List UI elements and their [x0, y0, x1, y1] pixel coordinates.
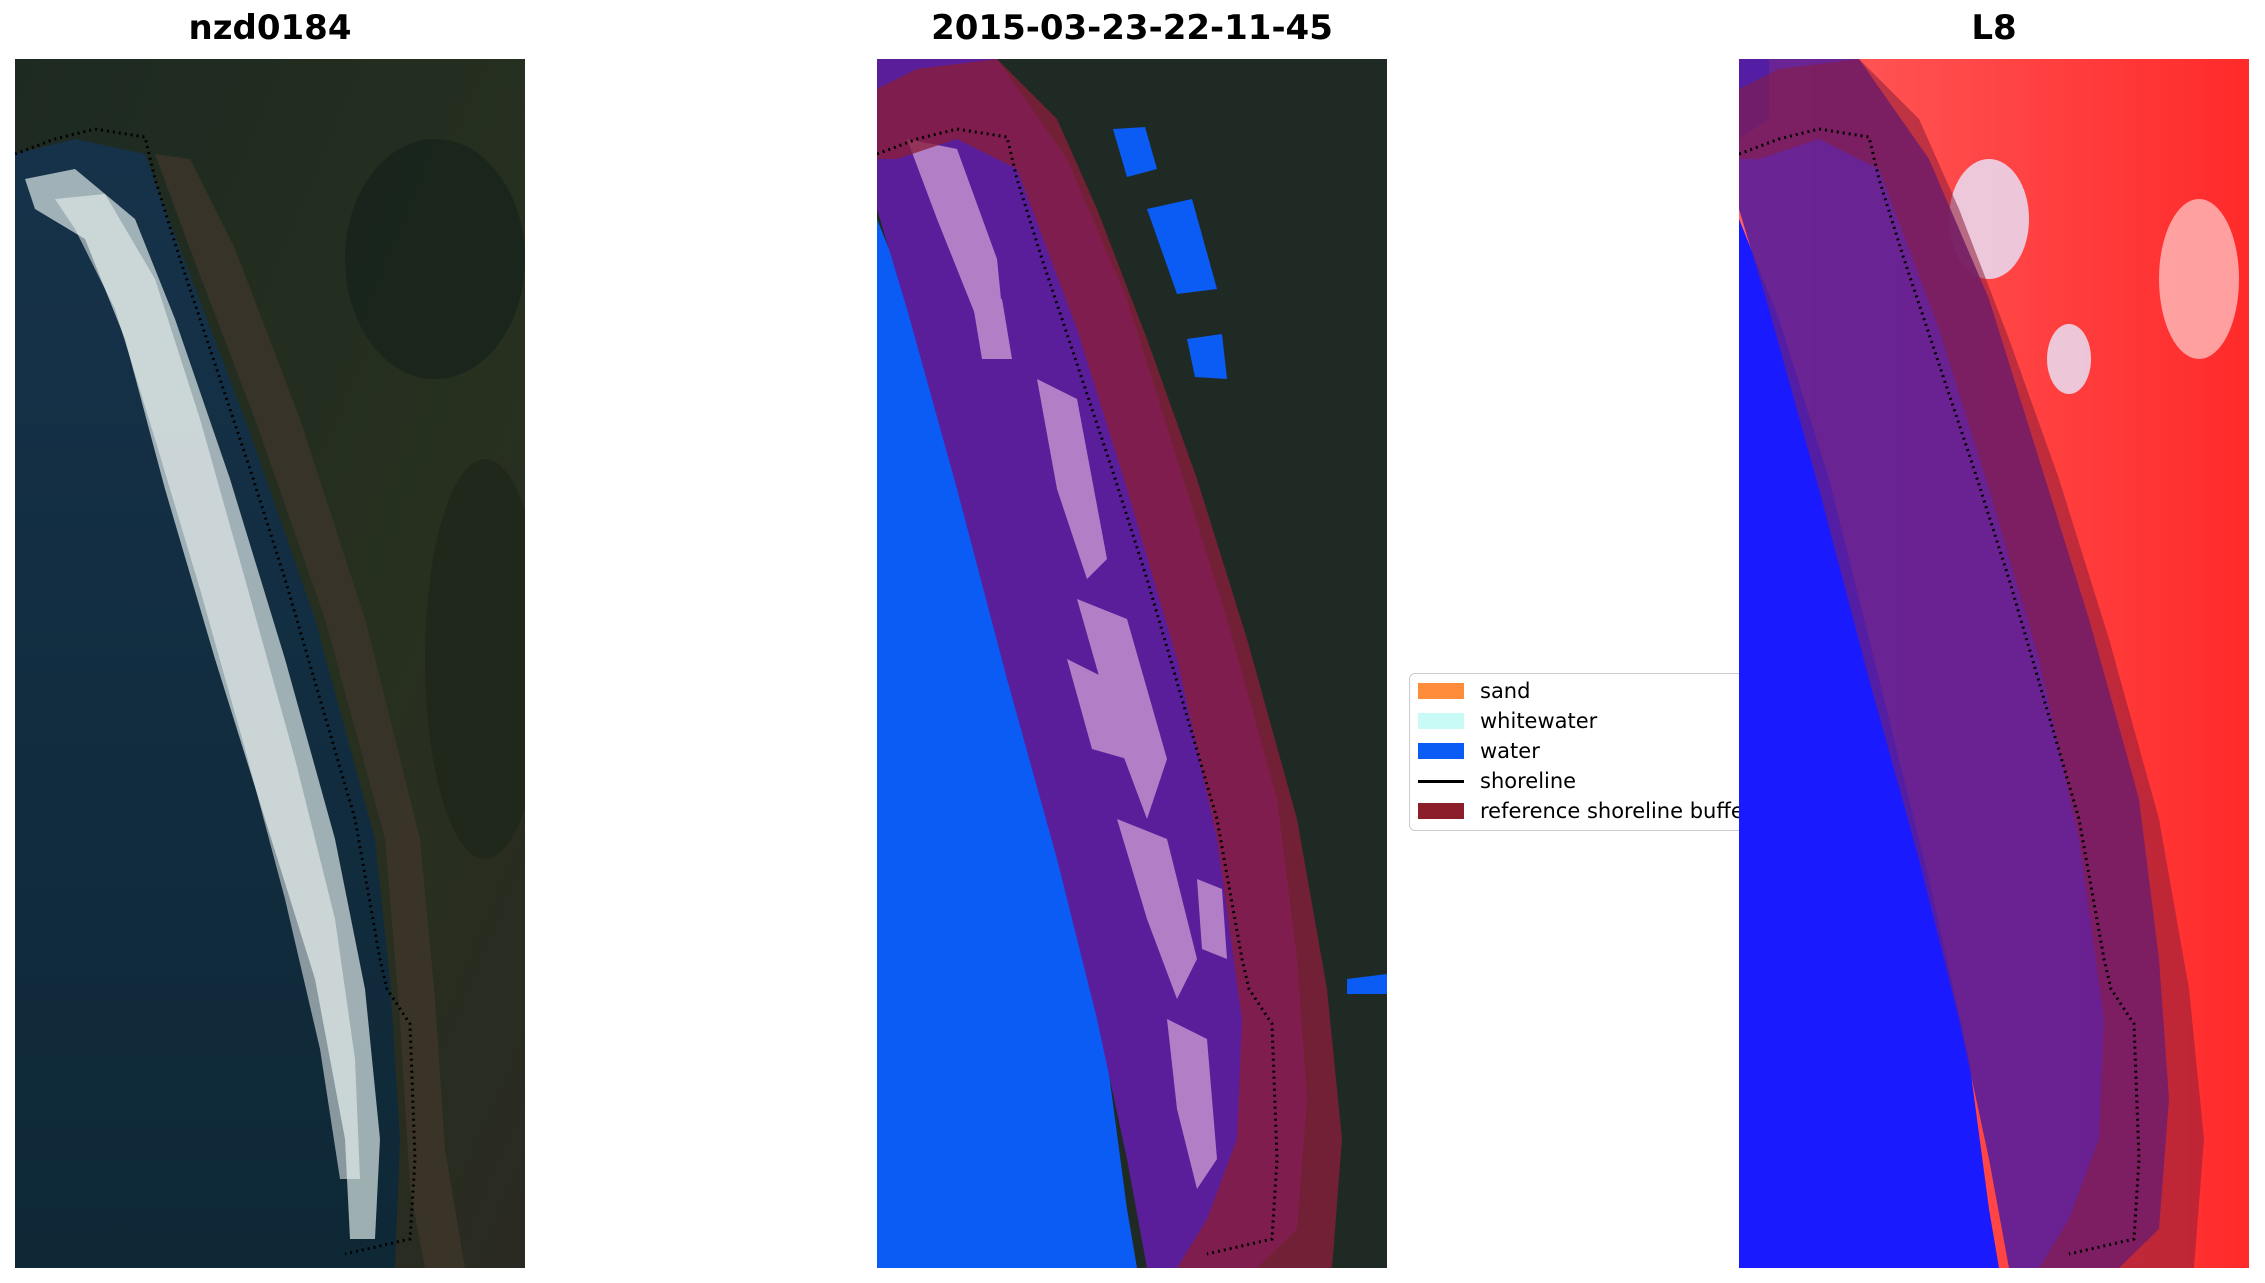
water-swatch: [1418, 743, 1464, 759]
forest-patch: [425, 459, 525, 859]
light-patch: [2047, 324, 2091, 394]
water-patch: [1187, 334, 1227, 379]
middle-panel-title: 2015-03-23-22-11-45: [931, 8, 1333, 48]
purple-index-band: [1739, 59, 2169, 1268]
water-patch: [1347, 974, 1387, 994]
index-image: [1739, 59, 2249, 1268]
forest-patch: [345, 139, 525, 379]
index-image-panel: [1739, 59, 2249, 1268]
legend-label: shoreline: [1480, 769, 1577, 793]
reference-buffer: [1739, 59, 2204, 1268]
legend-item-whitewater: whitewater: [1418, 706, 1597, 736]
legend: sand whitewater water shoreline referenc…: [1409, 673, 1765, 831]
classified-image-panel: [877, 59, 1387, 1268]
sand-swatch: [1418, 683, 1464, 699]
legend-label: whitewater: [1480, 709, 1598, 733]
right-panel-title: L8: [1971, 8, 2017, 48]
buffer-swatch: [1418, 803, 1464, 819]
reference-buffer: [877, 59, 1342, 1268]
water-patch: [1113, 127, 1157, 177]
classified-image: [877, 59, 1387, 1268]
water-region: [877, 219, 1137, 1268]
legend-label: water: [1480, 739, 1540, 763]
legend-item-water: water: [1418, 736, 1540, 766]
water-index-region: [1739, 219, 1999, 1268]
sand-specks: [907, 139, 1227, 1189]
legend-label: reference shoreline buffer: [1480, 799, 1753, 823]
water-patch: [1147, 199, 1217, 294]
whitewater-swatch: [1418, 713, 1464, 729]
purple-class-band: [877, 59, 1307, 1268]
surf-foam: [55, 194, 360, 1179]
left-panel-title: nzd0184: [188, 8, 352, 48]
legend-item-reference-buffer: reference shoreline buffer: [1418, 796, 1752, 826]
light-patch: [2159, 199, 2239, 359]
legend-label: sand: [1480, 679, 1531, 703]
rgb-image-panel: [15, 59, 525, 1268]
shoreline-swatch: [1418, 779, 1464, 783]
ocean-area: [15, 139, 400, 1268]
legend-item-shoreline: shoreline: [1418, 766, 1576, 796]
legend-item-sand: sand: [1418, 676, 1530, 706]
beach-strip: [155, 154, 465, 1268]
rgb-satellite-image: [15, 59, 525, 1268]
